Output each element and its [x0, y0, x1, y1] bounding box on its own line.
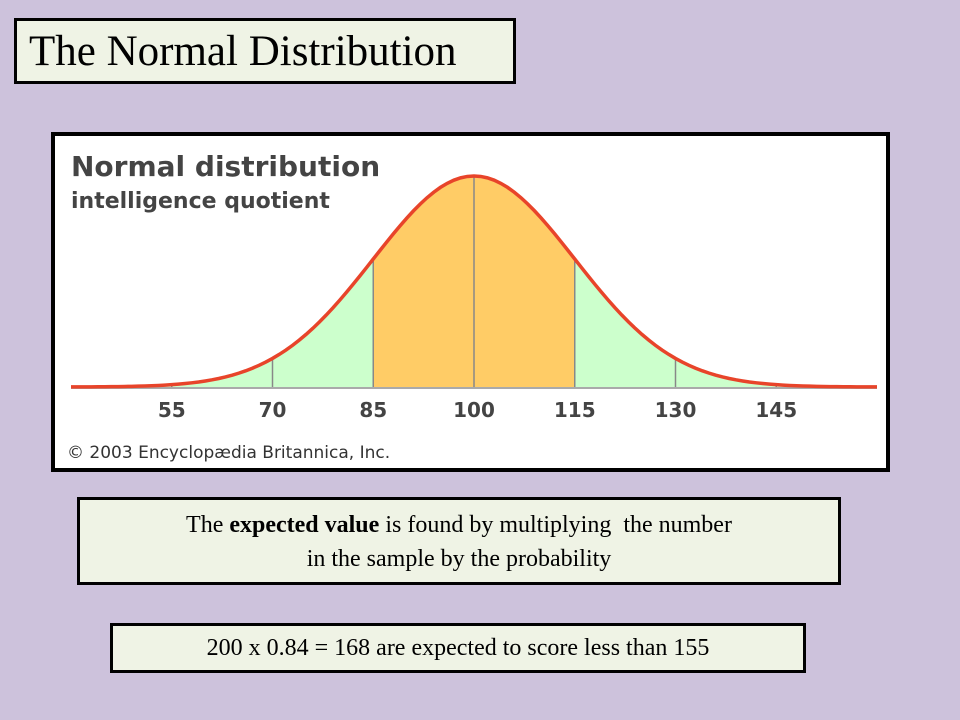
calculation-text: 200 x 0.84 = 168 are expected to score l… — [206, 635, 710, 661]
tick-label-55: 55 — [158, 398, 186, 422]
x-tick-labels: 55 70 85 100 115 130 145 — [158, 398, 797, 422]
slide-title-text: The Normal Distribution — [29, 27, 457, 75]
band-0 — [71, 259, 374, 387]
tick-label-85: 85 — [359, 398, 387, 422]
chart-subtitle: intelligence quotient — [71, 189, 330, 214]
note-text-after: is found by multiplying the number — [379, 512, 732, 538]
normal-distribution-chart: 55 70 85 100 115 130 145 Normal distribution i… — [55, 136, 886, 468]
bell-curve — [70, 174, 878, 389]
tick-label-130: 130 — [655, 398, 697, 422]
expected-value-note: The expected value is found by multiplyi… — [77, 497, 841, 585]
calculation-box: 200 x 0.84 = 168 are expected to score l… — [110, 623, 806, 673]
chart-frame: 55 70 85 100 115 130 145 Normal distribution i… — [51, 132, 890, 472]
note-line-2: in the sample by the probability — [306, 546, 612, 572]
note-line-1: The expected value is found by multiplyi… — [80, 508, 838, 542]
tick-label-115: 115 — [554, 398, 596, 422]
slide-title: The Normal Distribution — [14, 18, 516, 84]
chart-title: Normal distribution — [71, 150, 380, 183]
note-text-bold: expected value — [229, 512, 380, 538]
tick-label-70: 70 — [259, 398, 287, 422]
chart-credit: © 2003 Encyclopædia Britannica, Inc. — [67, 443, 390, 463]
tick-label-145: 145 — [755, 398, 797, 422]
chart-dividers — [171, 176, 777, 387]
band-2 — [574, 259, 877, 387]
note-text-before: The — [186, 512, 230, 538]
tick-label-100: 100 — [453, 398, 495, 422]
